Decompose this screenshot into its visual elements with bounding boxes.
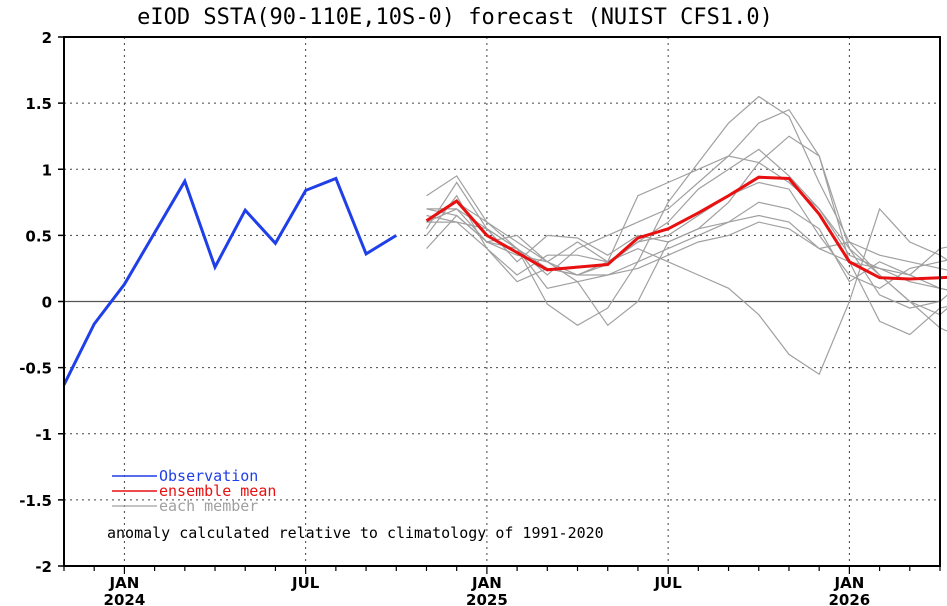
x-tick-label: JAN (471, 574, 502, 592)
legend-label: each member (159, 497, 258, 515)
legend-label: ensemble mean (159, 482, 276, 500)
y-tick-label: 2 (42, 29, 52, 47)
x-year-label: 2026 (829, 591, 871, 606)
member-line (426, 207, 947, 376)
climatology-note: anomaly calculated relative to climatolo… (107, 524, 604, 542)
y-tick-label: -2 (35, 558, 52, 576)
member-line (426, 135, 947, 336)
x-tick-label: JUL (291, 574, 320, 592)
member-line (426, 155, 947, 332)
member-line (426, 201, 947, 283)
member-line (425, 95, 947, 327)
x-year-label: 2024 (104, 591, 146, 606)
y-tick-label: 1 (42, 161, 52, 179)
y-tick-label: -0.5 (19, 360, 52, 378)
member-line (426, 221, 947, 289)
x-year-label: 2025 (466, 591, 508, 606)
y-axis: 2 1.5 1 0.5 0 -0.5 -1 -1.5 -2 (19, 29, 64, 576)
y-tick-label: -1 (35, 426, 52, 444)
member-line (426, 108, 947, 309)
legend-label: Observation (159, 467, 258, 485)
main-series (62, 175, 947, 386)
y-tick-label: -1.5 (19, 492, 52, 510)
x-tick-label: JAN (109, 574, 140, 592)
ensemble-mean-line (425, 175, 947, 281)
y-tick-label: 0 (42, 294, 52, 312)
x-tick-label: JUL (653, 574, 682, 592)
member-line (426, 208, 947, 291)
member-lines (425, 95, 947, 376)
member-line (426, 181, 947, 289)
y-tick-label: 0.5 (25, 227, 52, 245)
x-tick-label: JAN (834, 574, 865, 592)
chart-title: eIOD SSTA(90-110E,10S-0) forecast (NUIST… (137, 5, 773, 30)
observation-line (62, 176, 398, 386)
y-tick-label: 1.5 (25, 95, 52, 113)
